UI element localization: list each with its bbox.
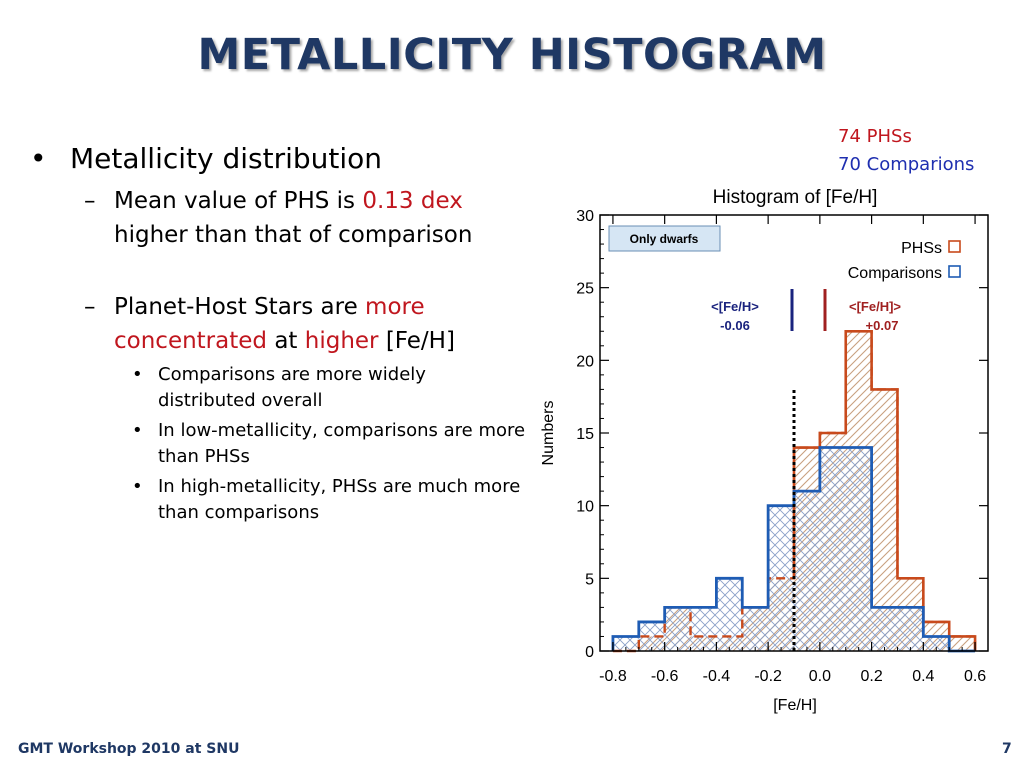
footer-page-number: 7: [1002, 741, 1012, 757]
only-dwarfs-label: Only dwarfs: [630, 232, 699, 246]
histogram-layer: [611, 329, 977, 653]
legend-label-phs: PHSs: [901, 240, 942, 257]
comparison-outline: [611, 446, 976, 653]
bullet-marker: •: [132, 476, 143, 497]
sub-bullet-text: In low-metallicity, comparisons are more…: [158, 420, 526, 467]
y-tick-label: 25: [576, 281, 594, 298]
y-tick-label: 30: [576, 208, 594, 225]
x-tick-label: -0.6: [651, 668, 679, 685]
comparison-bin: [690, 607, 717, 651]
y-tick-label: 5: [585, 571, 594, 588]
sub-bullet-text: In high-metallicity, PHSs are much more …: [158, 476, 521, 523]
y-tick-label: 15: [576, 426, 594, 443]
x-tick-label: 0.0: [809, 668, 831, 685]
bullet-marker: •: [30, 142, 47, 175]
mean-comp-value: -0.06: [720, 318, 750, 333]
legend-swatch-comparisons: [948, 265, 961, 278]
dash-marker: –: [84, 188, 96, 214]
bullet-text: Metallicity distribution: [70, 142, 383, 175]
sub-bullet: • In low-metallicity, comparisons are mo…: [28, 418, 528, 470]
bullet-text: Mean value of PHS is: [114, 188, 363, 214]
comparison-bin: [871, 607, 898, 651]
mean-phs-value: +0.07: [866, 318, 899, 333]
bullet-metallicity-distribution: • Metallicity distribution: [28, 140, 528, 178]
bullet-marker: •: [132, 364, 143, 385]
slide-title: METALLICITY HISTOGRAM: [197, 30, 827, 80]
sub-bullet: • In high-metallicity, PHSs are much mor…: [28, 474, 528, 526]
phs-outline: [792, 329, 977, 651]
comparison-bin: [794, 491, 820, 651]
chart-title: Histogram of [Fe/H]: [713, 187, 878, 208]
bullet-marker: •: [132, 420, 143, 441]
bullet-text: higher than that of comparison: [114, 222, 473, 248]
y-tick-label: 0: [585, 644, 594, 661]
x-tick-label: -0.4: [703, 668, 731, 685]
bullet-planet-host-stars: – Planet-Host Stars are more concentrate…: [28, 290, 528, 358]
highlight-dex: 0.13 dex: [362, 188, 463, 214]
x-axis-label: [Fe/H]: [773, 697, 817, 714]
mean-annotation-phs: <[Fe/H]> +0.07: [823, 289, 901, 333]
comparison-bin: [664, 607, 691, 651]
comparison-bin: [819, 447, 846, 651]
bullet-mean-value: – Mean value of PHS is 0.13 dex higher t…: [28, 184, 528, 252]
x-tick-label: 0.4: [912, 668, 934, 685]
bullet-text: [Fe/H]: [378, 328, 455, 354]
bullet-text: at: [267, 328, 305, 354]
highlight-more-concentrated: more concentrated: [114, 294, 425, 354]
legend-label-comparisons: Comparisons: [848, 265, 942, 282]
bullet-list: • Metallicity distribution – Mean value …: [28, 140, 528, 526]
x-tick-label: 0.6: [964, 668, 986, 685]
comparison-count-note: 70 Comparions: [838, 154, 975, 175]
y-tick-label: 10: [576, 499, 594, 516]
dash-marker: –: [84, 294, 96, 320]
sub-bullet: • Comparisons are more widely distribute…: [28, 362, 528, 414]
x-tick-label: -0.8: [599, 668, 627, 685]
comparison-bin: [897, 607, 924, 651]
comparison-bin: [923, 636, 950, 651]
only-dwarfs-box: Only dwarfs: [608, 225, 721, 252]
legend: PHSs Comparisons: [848, 240, 961, 282]
footer-workshop: GMT Workshop 2010 at SNU: [18, 741, 240, 757]
comparison-bin: [612, 636, 639, 651]
phs-count-note: 74 PHSs: [838, 126, 912, 147]
highlight-higher: higher: [304, 328, 379, 354]
y-axis-label: Numbers: [540, 401, 557, 466]
y-tick-label: 20: [576, 353, 594, 370]
mean-phs-label: <[Fe/H]>: [849, 299, 901, 314]
comparison-bin: [742, 607, 769, 651]
comparison-bin: [716, 578, 743, 651]
legend-swatch-phs: [948, 240, 961, 253]
comparison-bin: [845, 447, 872, 651]
bullet-text: Planet-Host Stars are: [114, 294, 366, 320]
sub-bullet-text: Comparisons are more widely distributed …: [158, 364, 426, 411]
axis-layer: -0.8 -0.6 -0.4 -0.2 0.0 0.2 0.4 0.6 0 5 10 15 20 25 30: [576, 208, 989, 685]
x-tick-label: -0.2: [754, 668, 782, 685]
phs-bin: [949, 636, 976, 651]
x-tick-label: 0.2: [860, 668, 882, 685]
mean-annotation-comparisons: <[Fe/H> -0.06: [711, 289, 794, 333]
mean-comp-label: <[Fe/H>: [711, 299, 759, 314]
